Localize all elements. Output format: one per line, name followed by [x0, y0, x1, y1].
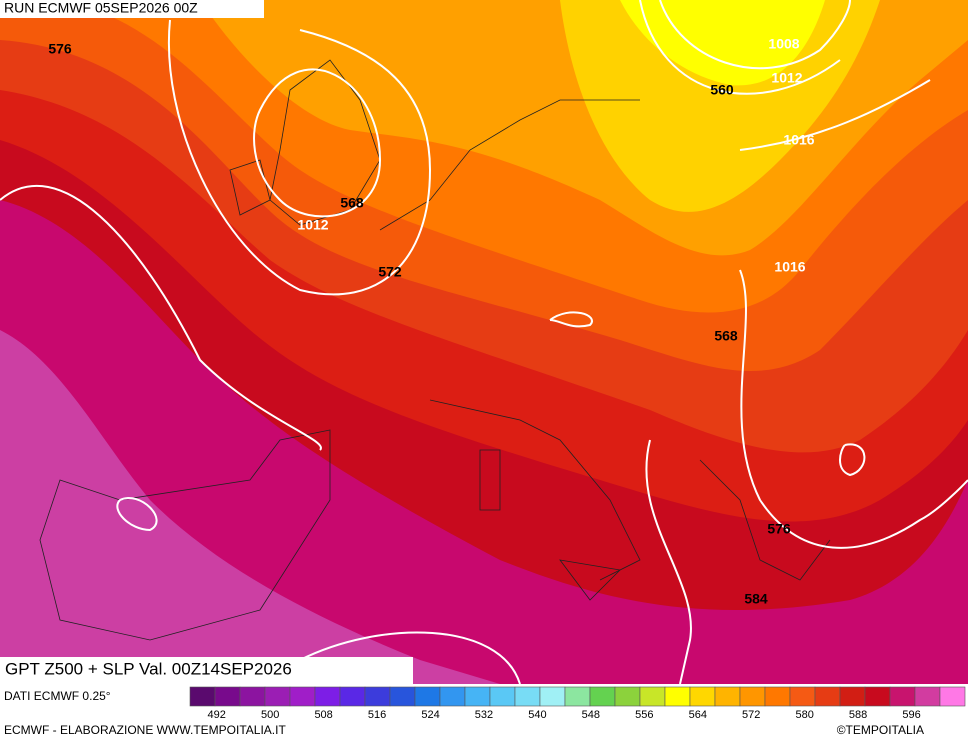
color-swatch: [314, 686, 341, 707]
color-swatch: [264, 686, 291, 707]
gpt-label: 584: [744, 591, 768, 607]
color-swatch: [289, 686, 316, 707]
colorbar-tick-label: 524: [421, 709, 439, 721]
color-swatch: [889, 686, 916, 707]
isobar: [167, 19, 432, 296]
colorbar-tick-label: 492: [208, 709, 226, 721]
colorbar-tick-label: 532: [475, 709, 493, 721]
colorbar-tick-label: 580: [795, 709, 813, 721]
footer-right: ©TEMPOITALIA: [837, 723, 924, 737]
isobar: [0, 185, 692, 684]
color-swatch: [714, 686, 741, 707]
colorbar-tick-label: 564: [689, 709, 707, 721]
color-swatch: [339, 686, 366, 707]
color-swatch: [914, 686, 941, 707]
gpt-label: 560: [710, 82, 734, 98]
color-swatch: [614, 686, 641, 707]
color-swatch: [689, 686, 716, 707]
color-swatch: [364, 686, 391, 707]
colorbar-tick-label: 556: [635, 709, 653, 721]
title-box: [0, 657, 413, 684]
coastlines: [39, 59, 831, 641]
band: [560, 0, 880, 212]
color-swatch: [739, 686, 766, 707]
gpt-label: 576: [767, 521, 791, 537]
color-swatch: [439, 686, 466, 707]
source-label: DATI ECMWF 0.25°: [4, 689, 111, 703]
color-swatch: [664, 686, 691, 707]
colorbar-tick-label: 540: [528, 709, 546, 721]
coastline: [479, 449, 831, 601]
colorbar-tick-label: 500: [261, 709, 279, 721]
colorbar-tick-label: 548: [582, 709, 600, 721]
color-swatch: [564, 686, 591, 707]
colorbar-tick-label: 572: [742, 709, 760, 721]
isobar: [549, 311, 866, 477]
color-swatch: [539, 686, 566, 707]
color-swatch: [789, 686, 816, 707]
slp-label: 1016: [774, 259, 805, 275]
color-swatch: [239, 686, 266, 707]
color-swatch: [389, 686, 416, 707]
isobars: [0, 0, 968, 684]
coastline: [39, 429, 331, 641]
colorbar-tick-label: 508: [314, 709, 332, 721]
color-swatch: [464, 686, 491, 707]
contour-labels: 576 568 572 560 568 576 584 1008 1012 1016 1012 101…: [48, 36, 814, 607]
map-area: 576 568 572 560 568 576 584 1008 1012 1016 1012 101…: [0, 0, 968, 684]
slp-label: 1012: [297, 217, 328, 233]
color-swatch: [489, 686, 516, 707]
colorbar-tick-label: 596: [902, 709, 920, 721]
gpt-label: 568: [714, 328, 738, 344]
isobar: [739, 79, 968, 549]
color-swatch: [639, 686, 666, 707]
isobar: [639, 0, 841, 95]
slp-label: 1008: [768, 36, 799, 52]
color-swatch: [939, 686, 966, 707]
colorbar-tick-label: 516: [368, 709, 386, 721]
coastline: [379, 99, 641, 581]
run-label: RUN ECMWF 05SEP2026 00Z: [4, 0, 198, 16]
slp-label: 1012: [771, 70, 802, 86]
color-swatch: [514, 686, 541, 707]
color-swatch: [589, 686, 616, 707]
colorbar-tick-label: 588: [849, 709, 867, 721]
color-swatch: [764, 686, 791, 707]
color-swatch: [864, 686, 891, 707]
color-swatch: [214, 686, 241, 707]
isobar: [659, 0, 851, 70]
isobar: [116, 497, 521, 684]
run-box: [0, 0, 264, 18]
color-swatch: [814, 686, 841, 707]
footer-left: ECMWF - ELABORAZIONE WWW.TEMPOITALIA.IT: [4, 723, 286, 737]
map-title: GPT Z500 + SLP Val. 00Z14SEP2026: [5, 659, 292, 678]
coastline: [229, 159, 271, 216]
gpt-label: 568: [340, 195, 364, 211]
gpt-label: 572: [378, 264, 402, 280]
color-swatch: [839, 686, 866, 707]
slp-label: 1016: [783, 132, 814, 148]
colorbar: 492 500 508 516 524 532 540 548 556 564 572 580 588 5…: [189, 686, 966, 721]
color-swatch: [414, 686, 441, 707]
gpt-label: 576: [48, 41, 72, 57]
isobar: [253, 68, 382, 218]
color-swatch: [189, 686, 216, 707]
